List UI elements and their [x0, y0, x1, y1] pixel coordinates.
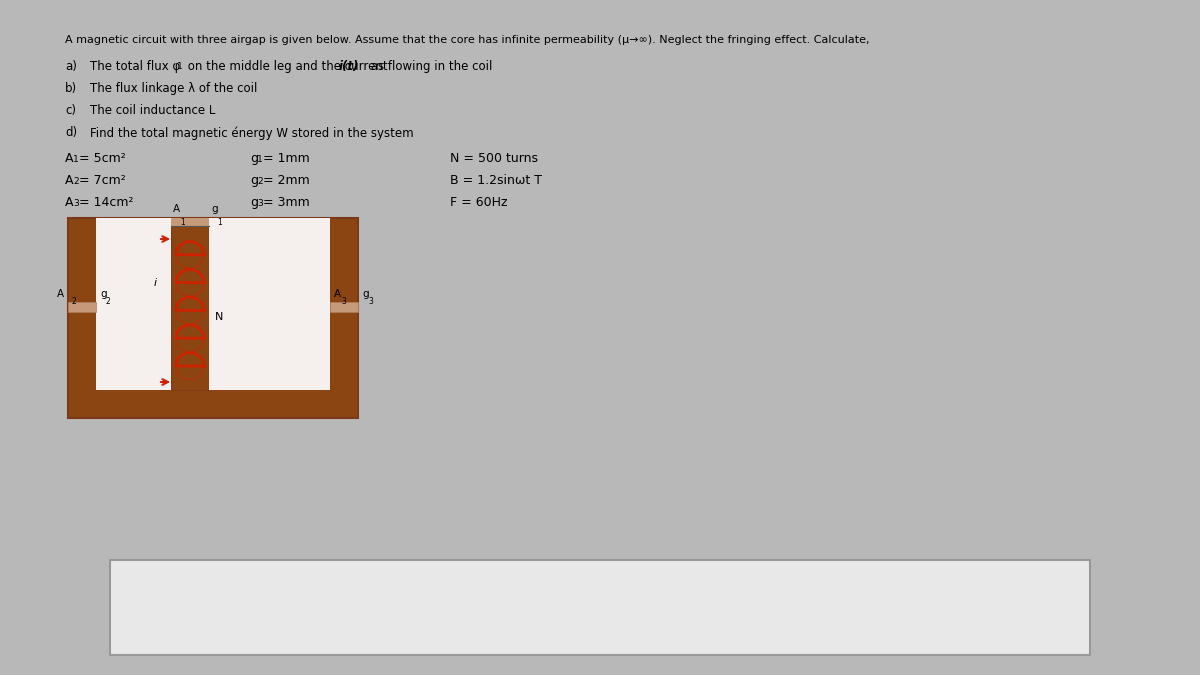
- Text: A: A: [56, 289, 64, 299]
- Text: B = 1.2sinωt T: B = 1.2sinωt T: [450, 174, 542, 187]
- Text: g: g: [362, 289, 368, 299]
- Text: i(t): i(t): [340, 60, 359, 73]
- Text: g: g: [100, 289, 107, 299]
- Text: The total flux φ: The total flux φ: [90, 60, 180, 73]
- Text: 2: 2: [106, 297, 110, 306]
- Text: F = 60Hz: F = 60Hz: [450, 196, 508, 209]
- Text: A: A: [173, 204, 180, 214]
- Text: The flux linkage λ of the coil: The flux linkage λ of the coil: [90, 82, 257, 95]
- Text: 2: 2: [257, 177, 263, 186]
- Text: = 7cm²: = 7cm²: [79, 174, 126, 187]
- Text: 3: 3: [368, 297, 373, 306]
- Text: g: g: [211, 204, 217, 214]
- Bar: [172, 226, 209, 390]
- Bar: [110, 560, 1090, 655]
- Text: 1: 1: [73, 155, 79, 164]
- Text: 3: 3: [257, 199, 263, 208]
- Text: 3: 3: [73, 199, 79, 208]
- Bar: [330, 302, 358, 312]
- Text: = 1mm: = 1mm: [263, 152, 310, 165]
- Text: A: A: [65, 152, 73, 165]
- Text: 1: 1: [257, 155, 263, 164]
- Text: N: N: [215, 313, 223, 323]
- Text: = 14cm²: = 14cm²: [79, 196, 133, 209]
- Text: A: A: [65, 196, 73, 209]
- Text: A: A: [334, 289, 341, 299]
- Text: = 3mm: = 3mm: [263, 196, 310, 209]
- Text: 2: 2: [73, 177, 79, 186]
- Text: b): b): [65, 82, 77, 95]
- Text: g: g: [250, 152, 258, 165]
- Text: c): c): [65, 104, 76, 117]
- Text: 1: 1: [178, 62, 182, 71]
- Bar: [68, 302, 96, 312]
- Text: = 5cm²: = 5cm²: [79, 152, 126, 165]
- Text: 3: 3: [341, 297, 346, 306]
- Text: The coil inductance L: The coil inductance L: [90, 104, 215, 117]
- Text: 2: 2: [71, 297, 76, 306]
- Text: as flowing in the coil: as flowing in the coil: [367, 60, 492, 73]
- Text: 1: 1: [180, 218, 185, 227]
- Text: = 2mm: = 2mm: [263, 174, 310, 187]
- Text: g: g: [250, 174, 258, 187]
- Text: on the middle leg and the current: on the middle leg and the current: [184, 60, 391, 73]
- Bar: [96, 218, 172, 390]
- Text: Find the total magnetic énergy W stored in the system: Find the total magnetic énergy W stored…: [90, 126, 414, 140]
- Bar: [172, 218, 209, 226]
- Text: A magnetic circuit with three airgap is given below. Assume that the core has in: A magnetic circuit with three airgap is …: [65, 35, 870, 45]
- Bar: [209, 218, 330, 390]
- Text: A: A: [65, 174, 73, 187]
- Text: i: i: [154, 277, 156, 288]
- Text: a): a): [65, 60, 77, 73]
- Text: 1: 1: [217, 218, 222, 227]
- Bar: [68, 218, 358, 418]
- Text: d): d): [65, 126, 77, 139]
- Text: g: g: [250, 196, 258, 209]
- Text: N = 500 turns: N = 500 turns: [450, 152, 538, 165]
